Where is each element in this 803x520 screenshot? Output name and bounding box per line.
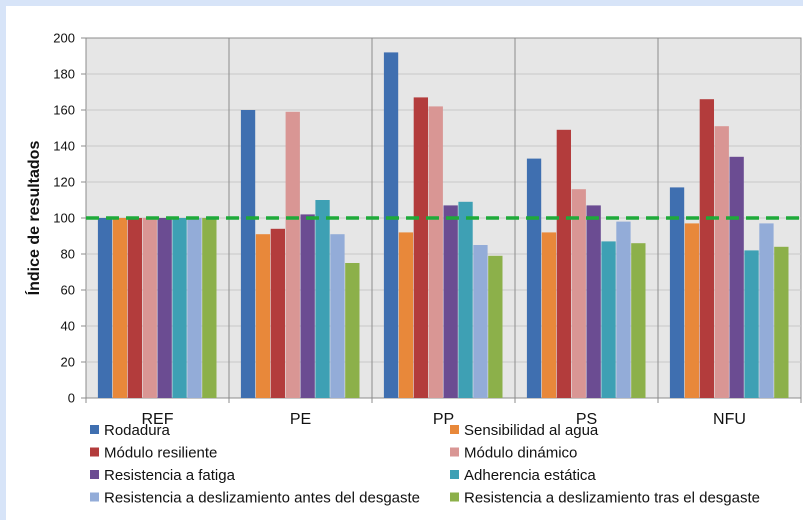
bar [616,221,631,398]
bar [157,218,172,398]
x-category-label: PS [576,411,597,428]
legend-item: Resistencia a fatiga [90,467,236,484]
legend-item: Resistencia a deslizamiento antes del de… [90,490,420,507]
y-tick-label: 160 [53,103,75,118]
bar [556,129,571,399]
x-category-label: PP [433,411,454,428]
legend-label: Resistencia a deslizamiento tras el desg… [464,490,760,507]
y-tick-label: 140 [53,139,75,154]
y-axis: 0 20 40 60 80 100 120 140 160 180 200 [53,31,86,406]
x-category-label: PE [290,411,311,428]
legend-swatch [90,447,99,457]
legend-item: Resistencia a deslizamiento tras el desg… [450,490,760,507]
bar [255,234,271,398]
legend-swatch [90,470,99,479]
legend-label: Módulo dinámico [464,445,577,462]
bar [488,255,503,398]
legend-label: Módulo resiliente [104,445,217,462]
legend-item: Módulo dinámico [450,445,577,462]
legend-label: Rodadura [104,422,171,439]
bar [759,223,774,398]
legend-swatch [450,447,459,457]
y-axis-label: Índice de resultados [24,141,43,296]
legend-item: Adherencia estática [450,467,596,484]
bar [345,263,360,398]
bar [97,218,113,398]
bar [428,106,443,399]
bar [383,52,399,399]
y-tick-label: 200 [53,31,75,46]
bar [699,99,714,398]
bar [774,246,789,398]
bar [458,201,473,398]
y-tick-label: 20 [61,355,75,370]
bar [684,223,700,398]
legend-label: Sensibilidad al agua [464,422,599,439]
bar [240,110,256,398]
bar [330,234,345,398]
legend-item: Sensibilidad al agua [450,422,599,439]
y-tick-label: 100 [53,211,75,226]
chart-frame: 0 20 40 60 80 100 120 140 160 180 200 REF PE PP PS NFU… [6,6,803,520]
bar [413,97,428,399]
bar [669,187,685,398]
legend-swatch [90,425,99,434]
bar [744,250,759,398]
legend-label: Adherencia estática [464,467,596,484]
bar [443,205,458,398]
bar [729,156,744,398]
bar [270,228,285,398]
legend: Rodadura Sensibilidad al agua Módulo resil… [90,422,760,507]
bar [398,232,414,398]
bar [315,200,330,398]
bar [526,158,542,398]
legend-swatch [450,492,459,502]
bar [541,232,557,398]
y-tick-label: 0 [68,391,75,406]
y-tick-label: 40 [61,319,75,334]
bar [202,218,217,398]
y-tick-label: 120 [53,175,75,190]
legend-swatch [90,492,99,502]
y-tick-label: 80 [61,247,75,262]
bar [473,245,488,398]
legend-swatch [450,470,459,479]
bar [285,111,300,399]
legend-swatch [450,425,459,434]
y-tick-label: 60 [61,283,75,298]
y-tick-label: 180 [53,67,75,82]
legend-item: Rodadura [90,422,171,439]
x-axis: REF PE PP PS NFU [85,398,802,428]
legend-label: Resistencia a deslizamiento antes del de… [104,490,420,507]
bar [586,205,601,398]
legend-label: Resistencia a fatiga [104,467,236,484]
bar [300,214,315,398]
bar [571,189,586,398]
bar [112,218,128,398]
bar [172,218,187,398]
bar [714,126,729,398]
legend-item: Módulo resiliente [90,445,217,462]
bar [142,218,157,398]
bar [601,241,616,398]
x-category-label: NFU [713,411,746,428]
bar [631,243,646,398]
bar [187,218,202,398]
x-category-label: REF [142,411,174,428]
bar [127,218,142,398]
bar-chart: 0 20 40 60 80 100 120 140 160 180 200 REF PE PP PS NFU… [24,31,802,507]
